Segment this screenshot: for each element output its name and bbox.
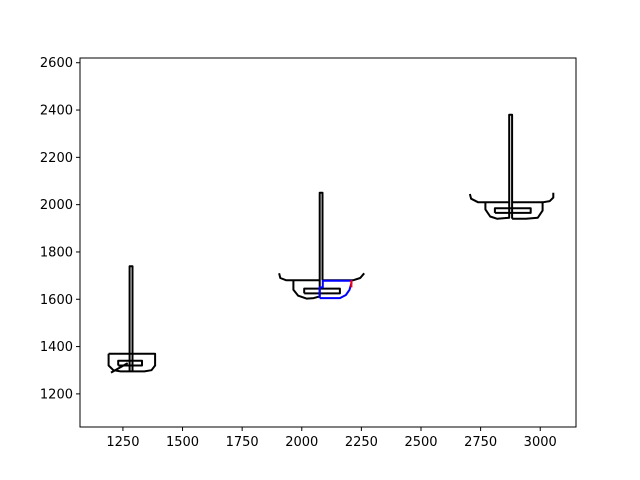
- y-tick-label: 1200: [40, 387, 73, 402]
- x-axis: 1250 1500 1750 2000 2250 2500 2750 3000: [106, 427, 557, 450]
- x-tick-label: 1750: [226, 435, 259, 450]
- series-line-12: [508, 113, 514, 219]
- y-axis: 1200 1400 1600 1800 2000 2200 2400 2600: [40, 56, 80, 402]
- x-tick-label: 1500: [166, 435, 199, 450]
- y-tick-label: 2000: [40, 198, 73, 213]
- y-tick-label: 1600: [40, 293, 73, 308]
- series-line-14: [542, 192, 555, 204]
- series-line-11: [493, 207, 532, 214]
- y-tick-label: 2600: [40, 56, 73, 71]
- x-tick-label: 1250: [106, 435, 139, 450]
- plot-frame: [79, 57, 577, 428]
- y-tick-label: 2200: [40, 151, 73, 166]
- series-line-4: [278, 273, 321, 300]
- series-line-1: [107, 352, 157, 373]
- y-tick-label: 2400: [40, 104, 73, 119]
- x-tick-label: 3000: [524, 435, 557, 450]
- x-tick-label: 2000: [285, 435, 318, 450]
- y-tick-label: 1400: [40, 340, 73, 355]
- x-tick-label: 2500: [404, 435, 437, 450]
- x-tick-label: 2250: [345, 435, 378, 450]
- series-line-2: [117, 359, 143, 367]
- plot-data-layer: [107, 113, 555, 374]
- series-line-5: [303, 287, 341, 295]
- series-line-10: [468, 193, 511, 220]
- x-tick-label: 2750: [464, 435, 497, 450]
- y-tick-label: 1800: [40, 245, 73, 260]
- series-line-3: [128, 265, 134, 372]
- series-line-6: [318, 191, 324, 281]
- series-line-13: [512, 201, 544, 220]
